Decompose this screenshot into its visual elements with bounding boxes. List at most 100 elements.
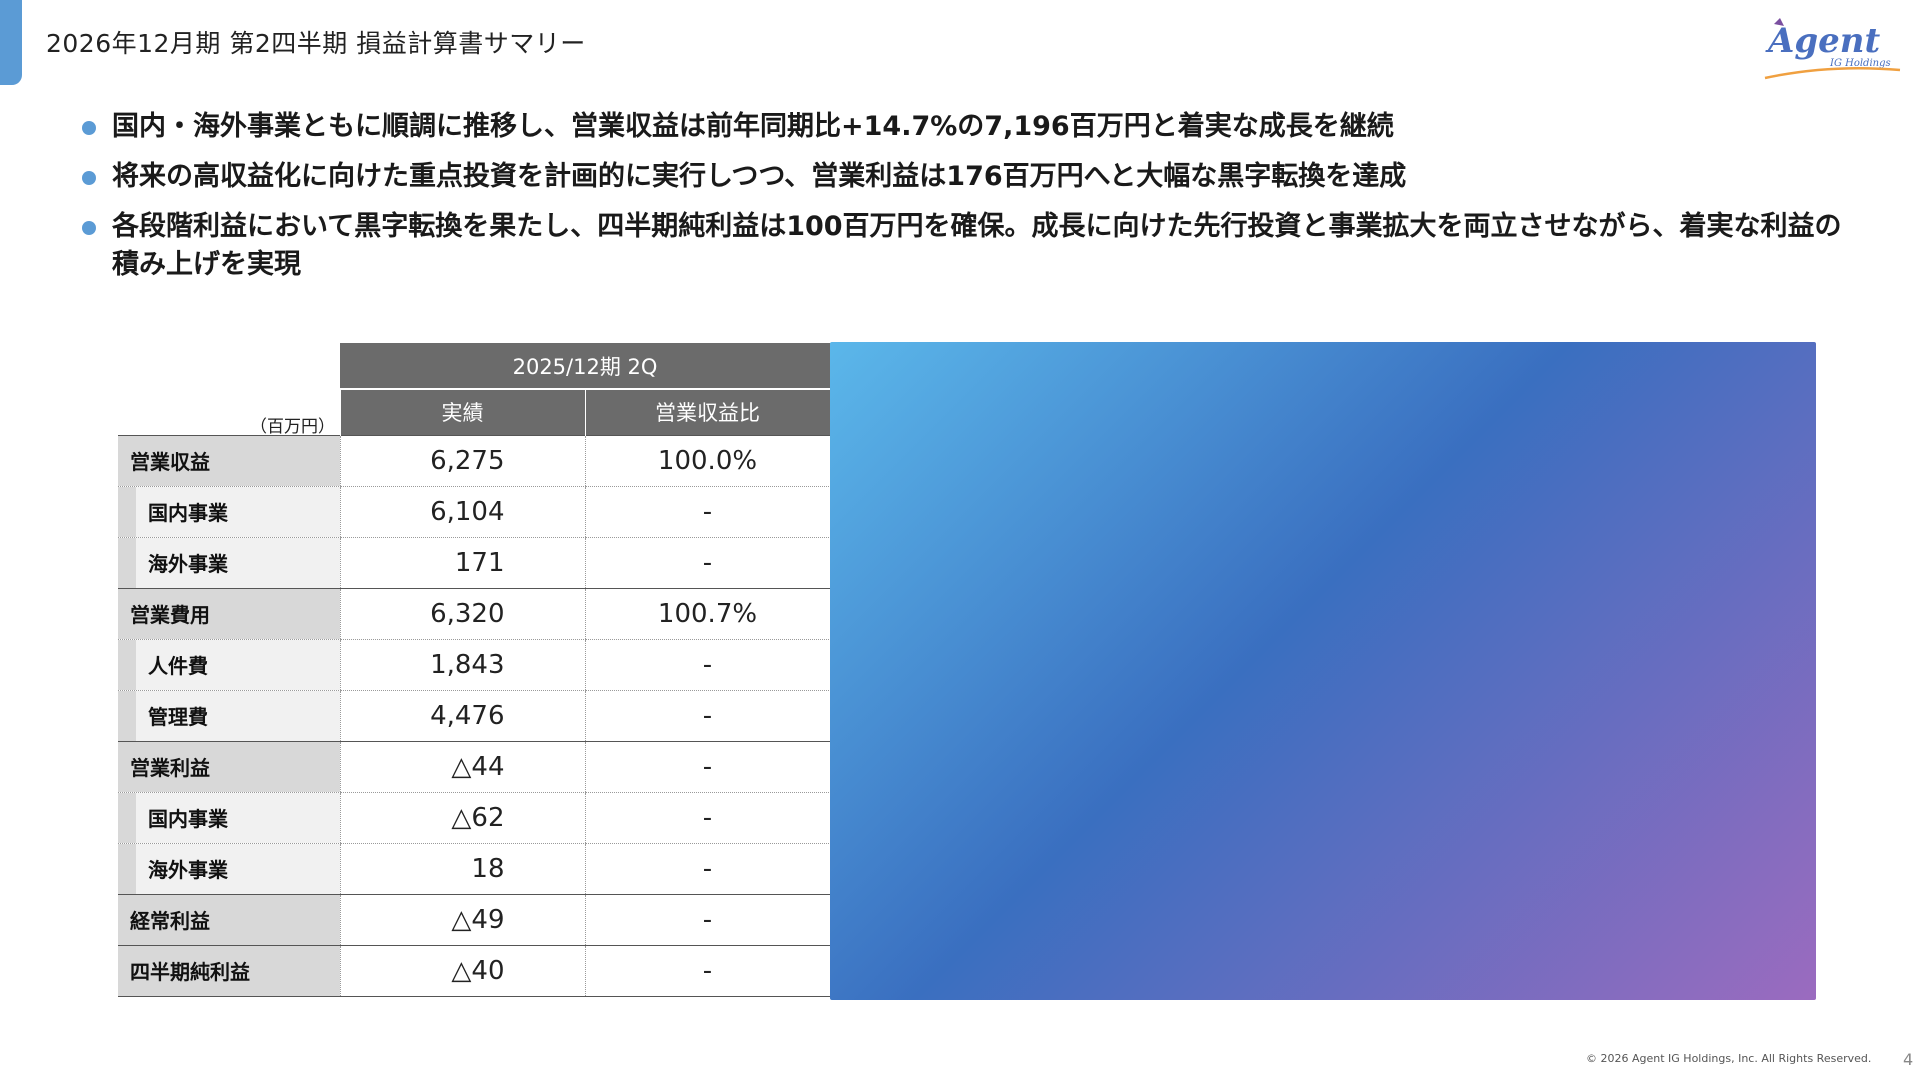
row-label: 海外事業 bbox=[118, 843, 340, 895]
prev-actual-cell: 171 bbox=[339, 537, 585, 589]
rate-cell: - bbox=[1564, 792, 1811, 844]
cur-actual-cell: 6,973 bbox=[829, 486, 1075, 538]
rate-cell: - bbox=[1564, 945, 1811, 997]
rate-cell: +158.7% bbox=[1564, 843, 1811, 895]
bullet-item: 各段階利益において黒字転換を果たし、四半期純利益は100百万円を確保。成長に向け… bbox=[82, 208, 1862, 284]
bullet-item: 国内・海外事業ともに順調に推移し、営業収益は前年同期比+14.7%の7,196百… bbox=[82, 108, 1862, 146]
cur-ratio-cell: 100.0% bbox=[1074, 434, 1320, 487]
bullet-text: 将来の高収益化に向けた重点投資を計画的に実行しつつ、営業利益は176百万円へと大… bbox=[112, 161, 1407, 192]
row-label: 海外事業 bbox=[118, 537, 340, 589]
row-label: 人件費 bbox=[118, 639, 340, 691]
prev-ratio-cell: 100.7% bbox=[584, 588, 830, 640]
delta-cell: +699 bbox=[1319, 588, 1565, 640]
prev-ratio-header: 営業収益比 bbox=[584, 388, 830, 435]
prev-ratio-cell: 100.0% bbox=[584, 434, 830, 487]
prev-ratio-cell: - bbox=[584, 843, 830, 895]
logo-subtext: IG Holdings bbox=[1829, 58, 1891, 69]
prev-actual-cell: 1,843 bbox=[339, 639, 585, 691]
cur-actual-cell: 7,196 bbox=[829, 434, 1075, 487]
row-label: 営業利益 bbox=[118, 741, 340, 793]
delta-header: 増減額 bbox=[1319, 388, 1565, 435]
table-row: 経常利益 △49 - 166 2.3% +216 - bbox=[118, 894, 1811, 946]
prev-actual-header: 実績 bbox=[339, 388, 585, 435]
delta-cell: +868 bbox=[1319, 486, 1565, 538]
unit-label: （百万円） bbox=[250, 417, 335, 437]
prev-actual-cell: 4,476 bbox=[339, 690, 585, 742]
delta-cell: +525 bbox=[1319, 690, 1565, 742]
bullet-dot-icon bbox=[82, 171, 96, 185]
table-row: 海外事業 18 - 48 - +29 +158.7% bbox=[118, 843, 1811, 895]
table-row: 営業費用 6,320 100.7% 7,019 97.5% +699 +11.1… bbox=[118, 588, 1811, 640]
cur-actual-cell: 128 bbox=[829, 792, 1075, 844]
delta-cell: +174 bbox=[1319, 639, 1565, 691]
cur-ratio-cell: - bbox=[1074, 639, 1320, 691]
rate-cell: - bbox=[1564, 741, 1811, 793]
prev-period-header: 2025/12期 2Q bbox=[340, 343, 830, 389]
prev-ratio-cell: - bbox=[584, 690, 830, 742]
delta-cell: +216 bbox=[1319, 894, 1565, 946]
rate-cell: +30.2% bbox=[1564, 537, 1811, 589]
prev-ratio-cell: - bbox=[584, 486, 830, 538]
cur-actual-cell: 223 bbox=[829, 537, 1075, 589]
cur-actual-cell: 48 bbox=[829, 843, 1075, 895]
prev-actual-cell: 6,320 bbox=[339, 588, 585, 640]
cur-ratio-cell: - bbox=[1074, 690, 1320, 742]
bullet-text: 各段階利益において黒字転換を果たし、四半期純利益は100百万円を確保。成長に向け… bbox=[112, 211, 1842, 280]
cur-actual-cell: 100 bbox=[829, 945, 1075, 997]
delta-cell: +29 bbox=[1319, 843, 1565, 895]
cur-ratio-cell: - bbox=[1074, 486, 1320, 538]
row-label: 営業費用 bbox=[118, 588, 340, 640]
row-label: 管理費 bbox=[118, 690, 340, 742]
cur-ratio-cell: 1.4% bbox=[1074, 945, 1320, 997]
cur-ratio-cell: - bbox=[1074, 537, 1320, 589]
row-label: 四半期純利益 bbox=[118, 945, 340, 997]
cur-actual-cell: 7,019 bbox=[829, 588, 1075, 640]
bullet-text: 国内・海外事業ともに順調に推移し、営業収益は前年同期比+14.7%の7,196百… bbox=[112, 111, 1394, 142]
cur-ratio-cell: 97.5% bbox=[1074, 588, 1320, 640]
rate-cell: +14.7% bbox=[1564, 434, 1811, 487]
prev-ratio-cell: - bbox=[584, 639, 830, 691]
copyright-footer: © 2026 Agent IG Holdings, Inc. All Right… bbox=[1586, 1052, 1872, 1065]
prev-actual-cell: △49 bbox=[339, 894, 585, 946]
rate-cell: +11.1% bbox=[1564, 588, 1811, 640]
cur-actual-cell: 166 bbox=[829, 894, 1075, 946]
prev-ratio-cell: - bbox=[584, 537, 830, 589]
rate-cell: +14.2% bbox=[1564, 486, 1811, 538]
prev-ratio-cell: - bbox=[584, 741, 830, 793]
table-row: 営業利益 △44 - 176 2.5% +221 - bbox=[118, 741, 1811, 793]
cur-actual-cell: 5,001 bbox=[829, 690, 1075, 742]
row-label: 経常利益 bbox=[118, 894, 340, 946]
table-row: 海外事業 171 - 223 - +51 +30.2% bbox=[118, 537, 1811, 589]
table-row: 国内事業 △62 - 128 - +191 - bbox=[118, 792, 1811, 844]
prev-actual-cell: △44 bbox=[339, 741, 585, 793]
page-title: 2026年12月期 第2四半期 損益計算書サマリー bbox=[46, 29, 586, 58]
income-statement-table: 2025/12期 2Q 2026/12期 2Q 実績 営業収益比 実績 営業収益… bbox=[118, 343, 1811, 997]
prev-actual-cell: 6,275 bbox=[339, 434, 585, 487]
row-label: 国内事業 bbox=[118, 792, 340, 844]
bullet-dot-icon bbox=[82, 121, 96, 135]
delta-cell: +140 bbox=[1319, 945, 1565, 997]
logo-text: Agent bbox=[1765, 21, 1881, 61]
cur-actual-header: 実績 bbox=[829, 388, 1075, 435]
cur-ratio-cell: - bbox=[1074, 843, 1320, 895]
table-row: 国内事業 6,104 - 6,973 - +868 +14.2% bbox=[118, 486, 1811, 538]
row-label: 営業収益 bbox=[118, 434, 340, 487]
bullet-item: 将来の高収益化に向けた重点投資を計画的に実行しつつ、営業利益は176百万円へと大… bbox=[82, 158, 1862, 196]
prev-actual-cell: △62 bbox=[339, 792, 585, 844]
delta-cell: +221 bbox=[1319, 741, 1565, 793]
rate-cell: +9.4% bbox=[1564, 639, 1811, 691]
rate-cell: +11.7% bbox=[1564, 690, 1811, 742]
row-label: 国内事業 bbox=[118, 486, 340, 538]
prev-actual-cell: 18 bbox=[339, 843, 585, 895]
bullet-dot-icon bbox=[82, 221, 96, 235]
page-number: 4 bbox=[1903, 1050, 1914, 1069]
cur-ratio-cell: 2.5% bbox=[1074, 741, 1320, 793]
prev-ratio-cell: - bbox=[584, 945, 830, 997]
rate-cell: - bbox=[1564, 894, 1811, 946]
prev-actual-cell: 6,104 bbox=[339, 486, 585, 538]
delta-cell: +920 bbox=[1319, 434, 1565, 487]
table-row: 四半期純利益 △40 - 100 1.4% +140 - bbox=[118, 945, 1811, 997]
prev-ratio-cell: - bbox=[584, 792, 830, 844]
summary-bullets: 国内・海外事業ともに順調に推移し、営業収益は前年同期比+14.7%の7,196百… bbox=[82, 108, 1862, 296]
table-row: 人件費 1,843 - 2,018 - +174 +9.4% bbox=[118, 639, 1811, 691]
